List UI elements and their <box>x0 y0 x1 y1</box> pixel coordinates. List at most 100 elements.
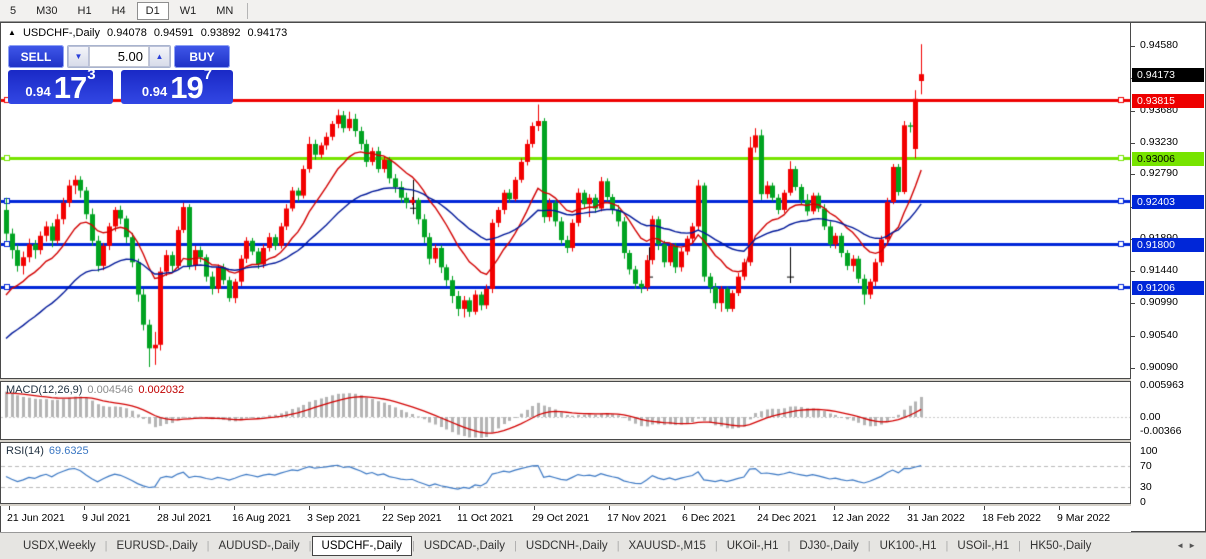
sell-price-tile[interactable]: 0.94 17 3 <box>8 66 113 105</box>
price-tick-label: 0.90990 <box>1140 296 1178 309</box>
date-tick-mark <box>534 506 535 510</box>
date-tick-mark <box>984 506 985 510</box>
price-tick-label: 0.90090 <box>1140 361 1178 373</box>
chart-tab-audusd-daily[interactable]: AUDUSD-,Daily <box>218 540 300 552</box>
chart-title-symbol: USDCHF-,Daily <box>22 27 100 39</box>
date-label: 3 Sep 2021 <box>307 512 361 524</box>
date-tick-mark <box>834 506 835 510</box>
indicator-axis-label: 0.005963 <box>1140 379 1184 391</box>
volume-increase-button[interactable]: ▲ <box>149 46 170 67</box>
date-label: 12 Jan 2022 <box>832 512 890 524</box>
chart-tab-usdx-weekly[interactable]: USDX,Weekly <box>23 540 96 552</box>
timeframe-button-M30[interactable]: M30 <box>36 4 58 17</box>
price-badge-0.92403: 0.92403 <box>1132 195 1204 210</box>
timeframe-button-W1[interactable]: W1 <box>179 4 197 17</box>
price-tick-mark <box>1131 271 1135 273</box>
date-tick-mark <box>1059 506 1060 510</box>
tab-separator: | <box>945 540 949 552</box>
date-label: 9 Mar 2022 <box>1057 512 1111 524</box>
chart-tab-uk100-h1[interactable]: UK100-,H1 <box>879 540 937 552</box>
timeframe-button-H4[interactable]: H4 <box>111 4 126 17</box>
sell-button[interactable]: SELL <box>8 45 64 68</box>
buy-price-tile[interactable]: 0.94 19 7 <box>121 66 233 104</box>
timeframe-button-H1[interactable]: H1 <box>77 4 92 17</box>
price-badge-0.93006: 0.93006 <box>1132 151 1204 166</box>
date-label: 16 Aug 2021 <box>232 512 291 524</box>
chart-tab-bar: USDX,Weekly | EURUSD-,Daily | AUDUSD-,Daily |… <box>0 532 1206 559</box>
price-axis[interactable]: 0.945800.941300.936800.932300.927900.923… <box>1131 22 1206 532</box>
price-tick-label: 0.91440 <box>1140 264 1178 277</box>
buy-button[interactable]: BUY <box>174 45 230 68</box>
rsi-canvas[interactable] <box>1 443 1130 503</box>
price-tick-mark <box>1131 368 1135 369</box>
tab-separator: | <box>308 540 312 552</box>
chart-tab-ukoil-h1[interactable]: UKOil-,H1 <box>726 540 779 552</box>
volume-stepper: ▼ 5.00 ▲ <box>67 45 171 68</box>
date-label: 6 Dec 2021 <box>682 512 736 524</box>
sell-price-small: 0.94 <box>25 84 51 99</box>
chart-tab-dj30-daily[interactable]: DJ30-,Daily <box>799 540 859 552</box>
buy-price-sup: 7 <box>203 66 213 83</box>
timeframe-button-5[interactable]: 5 <box>10 4 17 17</box>
chart-title-close: 0.94173 <box>247 27 288 39</box>
rsi-value: 69.6325 <box>48 445 89 457</box>
macd-label: MACD(12,26,9) 0.004546 0.002032 <box>6 384 184 396</box>
tab-separator: | <box>787 540 791 552</box>
tab-separator: | <box>867 540 871 552</box>
volume-decrease-button[interactable]: ▼ <box>68 46 89 67</box>
chart-tab-usdcad-daily[interactable]: USDCAD-,Daily <box>423 540 506 552</box>
toolbar-separator <box>247 2 249 19</box>
chart-tab-usdcnh-daily[interactable]: USDCNH-,Daily <box>525 540 608 552</box>
indicator-axis-label: 70 <box>1140 460 1152 472</box>
price-badge-0.94173: 0.94173 <box>1132 68 1204 83</box>
date-label: 28 Jul 2021 <box>157 512 212 524</box>
date-tick-mark <box>684 506 685 510</box>
sell-price-big: 17 <box>53 70 87 105</box>
date-label: 31 Jan 2022 <box>907 512 965 524</box>
chart-tab-usoil-h1[interactable]: USOil-,H1 <box>957 540 1010 552</box>
price-badge-0.93815: 0.93815 <box>1132 93 1204 108</box>
indicator-axis-label: 30 <box>1140 481 1152 493</box>
date-label: 9 Jul 2021 <box>82 512 131 524</box>
tab-scroll-left-icon[interactable]: ◄ <box>1176 541 1189 550</box>
macd-canvas[interactable] <box>1 382 1130 439</box>
tab-scroll-right-icon[interactable]: ► <box>1188 541 1200 550</box>
date-tick-mark <box>309 506 310 510</box>
date-tick-mark <box>234 506 235 510</box>
date-tick-mark <box>909 506 910 510</box>
date-label: 21 Jun 2021 <box>7 512 65 524</box>
macd-name: MACD(12,26,9) <box>6 384 83 396</box>
rsi-name: RSI(14) <box>6 445 44 457</box>
date-label: 22 Sep 2021 <box>382 512 442 524</box>
price-badge-0.91206: 0.91206 <box>1132 280 1204 295</box>
chart-tab-xauusd-m15[interactable]: XAUUSD-,M15 <box>628 540 706 552</box>
indicator-axis-label: 100 <box>1140 445 1158 457</box>
date-axis[interactable]: 21 Jun 2021 9 Jul 2021 28 Jul 2021 16 Aug 2… <box>0 506 1131 532</box>
price-tick-label: 0.94580 <box>1140 39 1178 51</box>
chart-tab-usdchf-daily[interactable]: USDCHF-,Daily <box>311 536 413 556</box>
date-tick-mark <box>384 506 385 510</box>
price-tick-label: 0.90540 <box>1140 328 1178 341</box>
date-tick-mark <box>9 506 10 510</box>
date-label: 11 Oct 2021 <box>457 512 514 524</box>
tab-scroll-arrows[interactable]: ◄► <box>1176 541 1200 550</box>
date-tick-mark <box>84 506 85 510</box>
one-click-trade-panel: SELL ▼ 5.00 ▲ BUY 0.94 17 3 0.94 19 7 <box>8 45 233 104</box>
indicator-axis-label: -0.00366 <box>1140 425 1182 437</box>
timeframe-button-D1[interactable]: D1 <box>136 1 169 20</box>
chart-title-low: 0.93892 <box>200 27 241 39</box>
chart-tab-hk50-daily[interactable]: HK50-,Daily <box>1030 540 1092 552</box>
indicator-axis-label: 0.00 <box>1140 411 1161 423</box>
chart-title-high: 0.94591 <box>153 27 194 39</box>
indicator-axis-label: 0 <box>1140 496 1146 508</box>
tab-separator: | <box>104 540 108 552</box>
symbol-marker-icon: ▲ <box>8 28 16 37</box>
chart-title-open: 0.94078 <box>107 27 147 39</box>
price-tick-label: 0.93230 <box>1140 135 1178 148</box>
chart-tab-eurusd-daily[interactable]: EURUSD-,Daily <box>116 540 198 552</box>
tab-separator: | <box>714 540 718 552</box>
timeframe-button-MN[interactable]: MN <box>216 4 234 17</box>
date-tick-mark <box>459 506 460 510</box>
volume-input[interactable]: 5.00 <box>89 46 149 67</box>
